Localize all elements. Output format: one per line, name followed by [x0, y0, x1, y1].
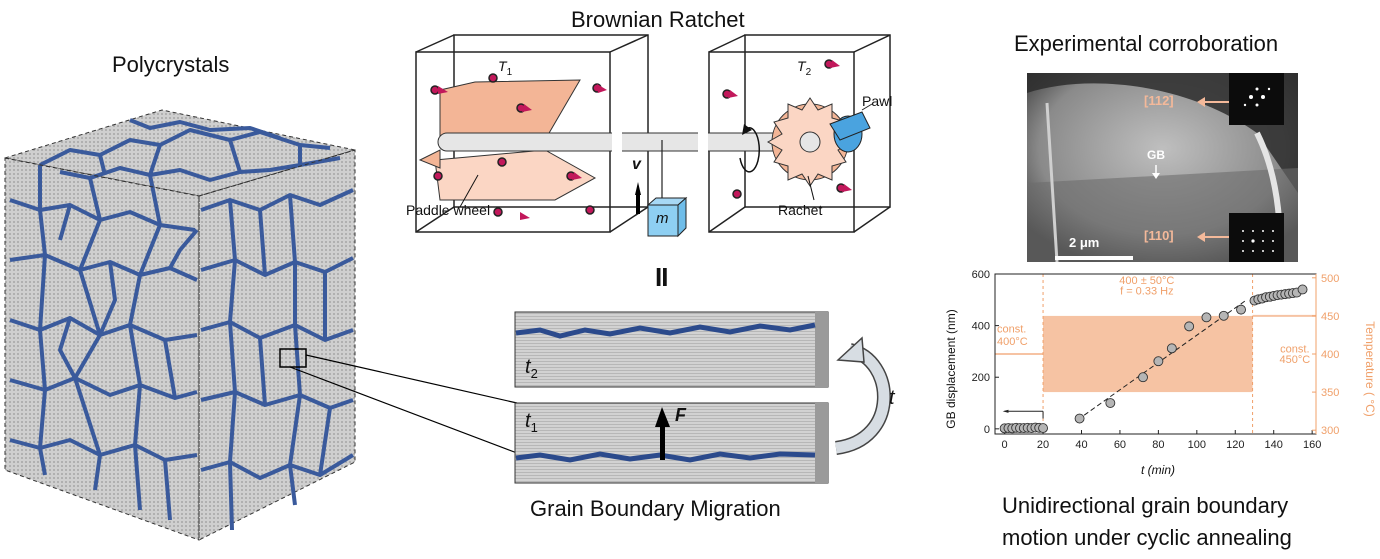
y2-tick-label: 450 — [1321, 311, 1339, 323]
data-point — [1236, 304, 1246, 315]
data-point — [1074, 413, 1085, 424]
cube-top-face — [4, 109, 356, 197]
unidirectional-title-line1: Unidirectional grain boundary — [1002, 493, 1289, 518]
annotation-const450-2: 450°C — [1280, 354, 1311, 366]
y-tick-label: 200 — [972, 372, 990, 384]
time-arrow-label: t — [889, 387, 895, 409]
annotation-const400-1: const. — [997, 324, 1026, 336]
t1-time-sub: 1 — [530, 420, 538, 435]
velocity-label: v — [632, 156, 641, 173]
data-point — [1201, 312, 1212, 323]
x-tick-label: 120 — [1226, 439, 1244, 451]
y2-tick-label: 400 — [1321, 349, 1339, 361]
zoom-box — [279, 348, 307, 368]
scalebar-label: 2 μm — [1069, 235, 1100, 250]
annotation-const450-1: const. — [1280, 343, 1309, 355]
data-point — [1297, 284, 1308, 295]
annotation-cyclic-2: f = 0.33 Hz — [1120, 286, 1174, 298]
scalebar — [1055, 256, 1133, 260]
tem-micrograph: [112] [110] GB 2 μm — [1027, 73, 1298, 262]
data-point — [1184, 321, 1195, 332]
y2-tick-label: 500 — [1321, 273, 1339, 285]
t2-time-label: t2 — [525, 356, 538, 381]
data-point — [1138, 372, 1148, 383]
rachet-label: Rachet — [778, 202, 823, 218]
x-tick-label: 20 — [1037, 439, 1049, 451]
cube-left-face — [4, 157, 200, 541]
y-tick-label: 400 — [972, 321, 990, 333]
fit-line — [1077, 300, 1246, 421]
x-tick-label: 80 — [1152, 439, 1164, 451]
paddle-wheel-label: Paddle wheel — [406, 202, 491, 218]
x-tick-label: 100 — [1188, 439, 1206, 451]
gb-displacement-chart: 0 20 40 60 80 100 120 140 160 0 200 400 600 300 350 400… — [972, 269, 1340, 451]
annotation-const400-2: 400°C — [997, 336, 1028, 348]
tem-image-svg — [1027, 73, 1298, 262]
x-tick-label: 160 — [1303, 439, 1321, 451]
chart-y2label: Temperature ( °C) — [1363, 321, 1377, 417]
const-arrow-head — [1002, 409, 1009, 413]
data-point — [1038, 423, 1049, 434]
experimental-corroboration-title: Experimental corroboration — [1014, 31, 1279, 56]
polycrystals-title: Polycrystals — [112, 52, 230, 77]
data-point — [1153, 356, 1164, 367]
gb-panel-t1 — [514, 402, 829, 484]
data-point — [1166, 343, 1177, 354]
grain-boundary-network — [9, 118, 355, 531]
x-tick-label: 0 — [1002, 439, 1008, 451]
annotation-cyclic-1: 400 ± 50°C — [1119, 275, 1174, 287]
t1-time-base: t — [525, 410, 531, 432]
ratchet-wheel — [766, 97, 854, 187]
chart-xlabel: t (min) — [1141, 463, 1175, 477]
y2-tick-label: 350 — [1321, 387, 1339, 399]
t2-sub: 2 — [805, 66, 812, 78]
unidirectional-title-line2: motion under cyclic annealing — [1002, 525, 1292, 550]
data-point — [1218, 310, 1229, 321]
pawl-label: Pawl — [862, 93, 893, 109]
data-point — [1105, 398, 1116, 408]
grain-boundary-migration-title: Grain Boundary Migration — [530, 496, 781, 521]
gb-line-t2 — [515, 322, 816, 339]
chart-ylabel: GB displacement (nm) — [944, 309, 958, 429]
x-tick-label: 60 — [1114, 439, 1126, 451]
velocity-arrow — [635, 182, 641, 195]
t2-label: T2 — [797, 58, 811, 78]
t2-time-base: t — [525, 356, 531, 378]
label-110: [110] — [1144, 228, 1174, 243]
y-tick-label: 0 — [984, 424, 990, 436]
time-arrow — [834, 343, 891, 455]
gb-line-t1 — [515, 451, 816, 463]
equals-sign: II — [655, 262, 668, 292]
polycrystal-cube-diagram — [4, 109, 518, 541]
gb-label: GB — [1147, 148, 1165, 162]
t1-sub: 1 — [506, 66, 513, 78]
t1-time-label: t1 — [525, 410, 538, 435]
gb-panel-t2 — [514, 311, 829, 388]
y-tick-label: 600 — [972, 269, 990, 281]
force-label: F — [675, 405, 686, 425]
y2-tick-label: 300 — [1321, 425, 1339, 437]
t1-label: T1 — [498, 58, 512, 78]
temperature-band — [1043, 315, 1253, 393]
t2-base: T — [797, 58, 806, 74]
t2-time-sub: 2 — [530, 366, 538, 381]
x-tick-label: 140 — [1265, 439, 1283, 451]
pawl — [829, 111, 871, 153]
brownian-ratchet-title: Brownian Ratchet — [571, 7, 745, 32]
t1-base: T — [498, 58, 507, 74]
force-arrow — [655, 407, 670, 427]
mass-label: m — [656, 210, 669, 227]
label-112: [112] — [1144, 93, 1174, 108]
cube-right-face — [198, 149, 356, 541]
x-tick-label: 40 — [1075, 439, 1087, 451]
